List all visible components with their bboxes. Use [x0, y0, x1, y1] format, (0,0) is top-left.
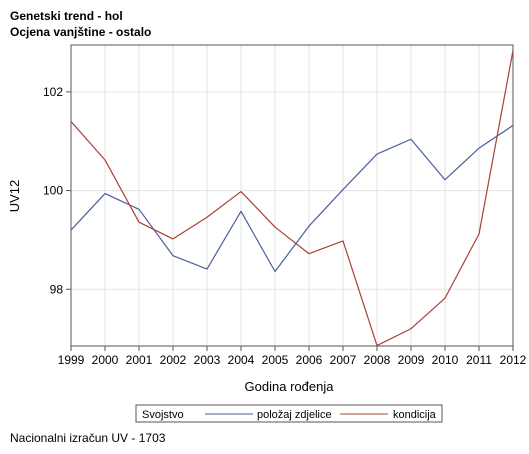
x-tick-label: 2008: [364, 353, 391, 367]
legend-label-polozaj-zdjelice: položaj zdjelice: [257, 409, 332, 421]
x-tick-label: 2007: [330, 353, 357, 367]
x-tick-label: 2009: [398, 353, 425, 367]
x-tick-label: 2003: [194, 353, 221, 367]
legend-title: Svojstvo: [142, 409, 184, 421]
x-tick-label: 2002: [160, 353, 187, 367]
x-tick-label: 1999: [58, 353, 85, 367]
legend: Svojstvo položaj zdjelice kondicija: [135, 404, 443, 423]
x-tick-label: 2011: [466, 353, 492, 367]
grid: [70, 45, 514, 346]
series-line-kondicija: [70, 50, 514, 347]
x-tick-label: 2000: [92, 353, 119, 367]
y-tick-label: 100: [43, 184, 63, 198]
chart-title: Genetski trend - hol: [10, 9, 123, 23]
y-tick-label: 98: [50, 282, 64, 296]
x-tick-label: 2001: [126, 353, 153, 367]
x-tick-label: 2010: [432, 353, 459, 367]
x-tick-label: 2005: [262, 353, 289, 367]
x-tick-label: 2004: [228, 353, 255, 367]
chart-subtitle: Ocjena vanjštine - ostalo: [10, 25, 152, 39]
x-axis-label: Godina rođenja: [245, 379, 335, 394]
legend-box: [135, 404, 443, 423]
axis-ticks: 1999 2000 2001 2002 2003 2004 2005 2006 2007 2008…: [43, 85, 527, 367]
x-tick-label: 2006: [296, 353, 323, 367]
footnote: Nacionalni izračun UV - 1703: [10, 431, 166, 445]
plot-area: [70, 44, 514, 347]
y-tick-label: 102: [43, 85, 63, 99]
series-line-polozaj-zdjelice: [70, 124, 514, 273]
x-tick-label: 2012: [500, 353, 527, 367]
y-axis-label: UV12: [7, 180, 22, 213]
legend-label-kondicija: kondicija: [393, 409, 437, 421]
series-lines: [70, 50, 514, 347]
